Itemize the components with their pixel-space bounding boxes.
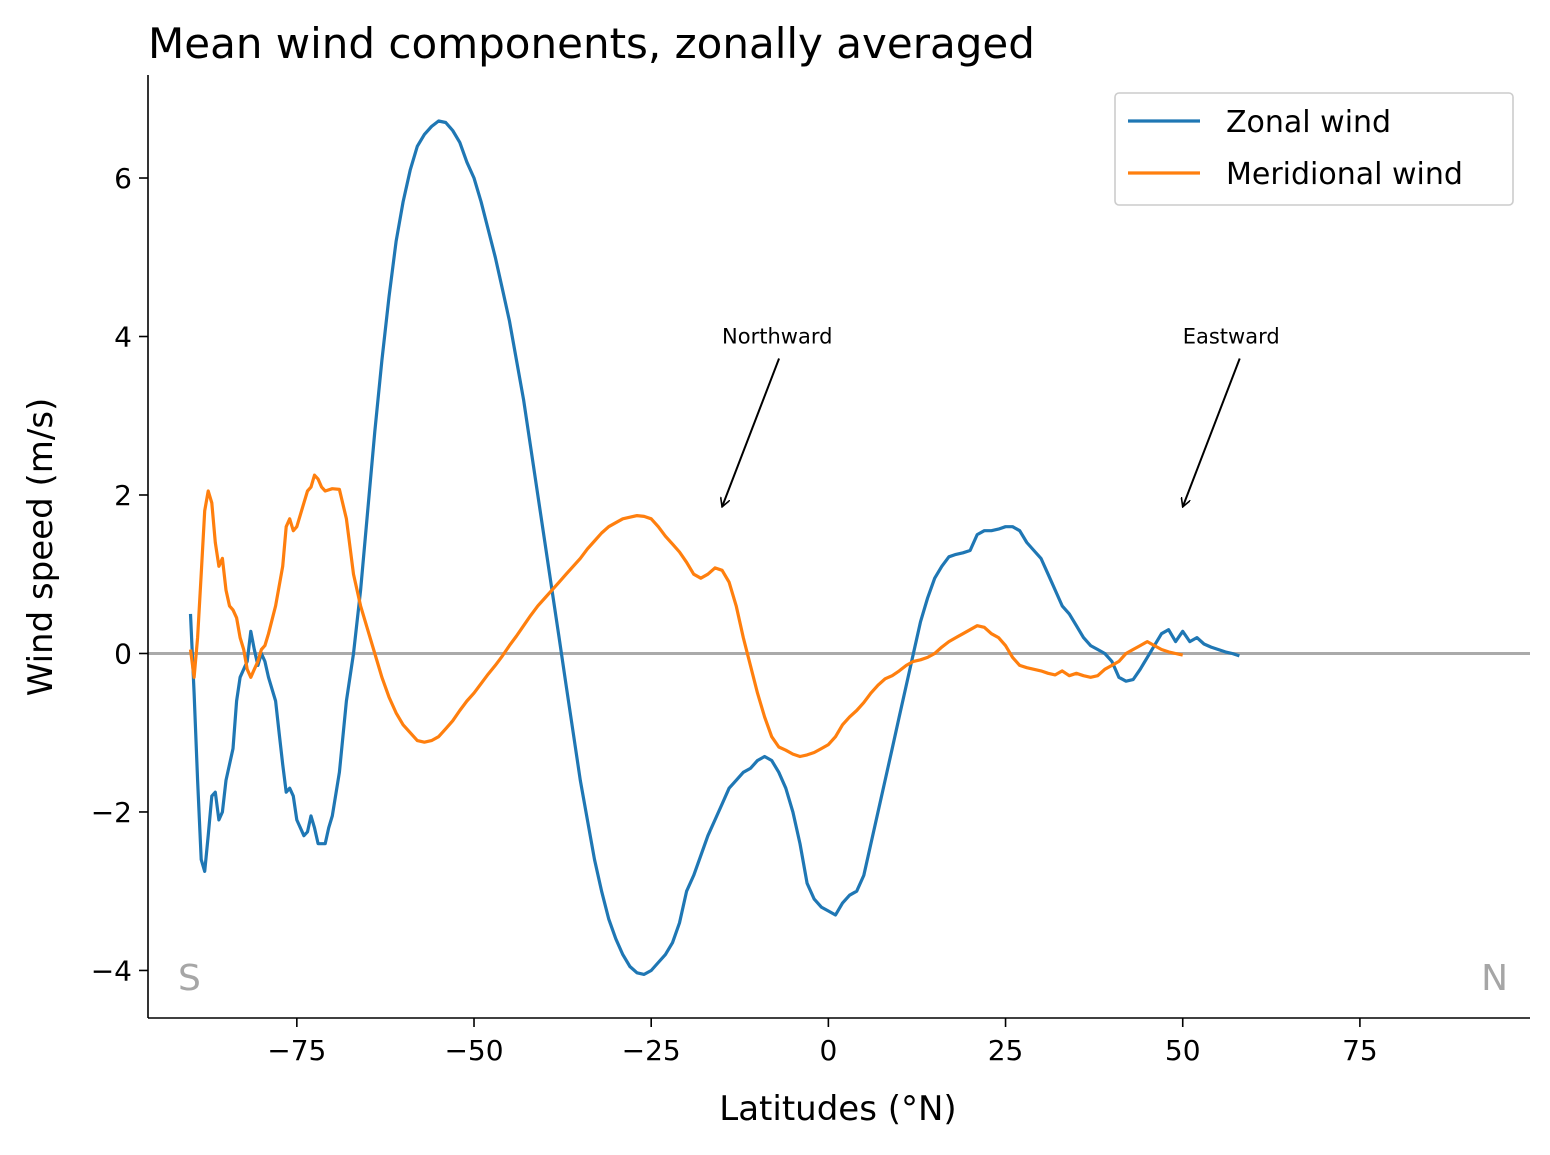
legend-box bbox=[1114, 92, 1514, 206]
y-tick-label: 0 bbox=[114, 637, 132, 670]
annotation-arrow-eastward bbox=[1183, 358, 1241, 507]
x-tick-label: 0 bbox=[819, 1034, 837, 1067]
y-tick-label: −2 bbox=[91, 796, 132, 829]
x-tick-label: −25 bbox=[622, 1034, 681, 1067]
x-tick-label: −75 bbox=[267, 1034, 326, 1067]
series-lines bbox=[188, 119, 1240, 976]
y-axis-label: Wind speed (m/s) bbox=[21, 398, 61, 697]
annotation-eastward: Eastward bbox=[1183, 325, 1280, 349]
y-tick-label: 6 bbox=[114, 162, 132, 195]
y-tick-label: 2 bbox=[114, 479, 132, 512]
x-tick-label: 75 bbox=[1342, 1034, 1378, 1067]
legend: Zonal wind Meridional wind bbox=[1114, 92, 1514, 206]
x-tick-label: −50 bbox=[444, 1034, 503, 1067]
chart-title: Mean wind components, zonally averaged bbox=[148, 19, 1035, 68]
y-tick-label: 4 bbox=[114, 321, 132, 354]
axes: −75 −50 −25 0 25 50 75 −4 −2 0 2 4 6 bbox=[91, 75, 1530, 1067]
x-axis-label: Latitudes (°N) bbox=[719, 1089, 956, 1129]
zonal-wind-line bbox=[188, 119, 1240, 976]
x-tick-label: 25 bbox=[988, 1034, 1024, 1067]
annotations: Northward Eastward bbox=[722, 325, 1280, 507]
annotation-arrow-northward bbox=[722, 358, 780, 507]
x-tick-label: 50 bbox=[1165, 1034, 1201, 1067]
annotation-northward: Northward bbox=[722, 325, 832, 349]
legend-label: Zonal wind bbox=[1226, 105, 1391, 140]
south-corner-label: S bbox=[178, 958, 201, 999]
north-corner-label: N bbox=[1481, 958, 1508, 999]
meridional-wind-line bbox=[188, 473, 1184, 759]
y-tick-label: −4 bbox=[91, 954, 132, 987]
legend-label: Meridional wind bbox=[1226, 157, 1463, 192]
